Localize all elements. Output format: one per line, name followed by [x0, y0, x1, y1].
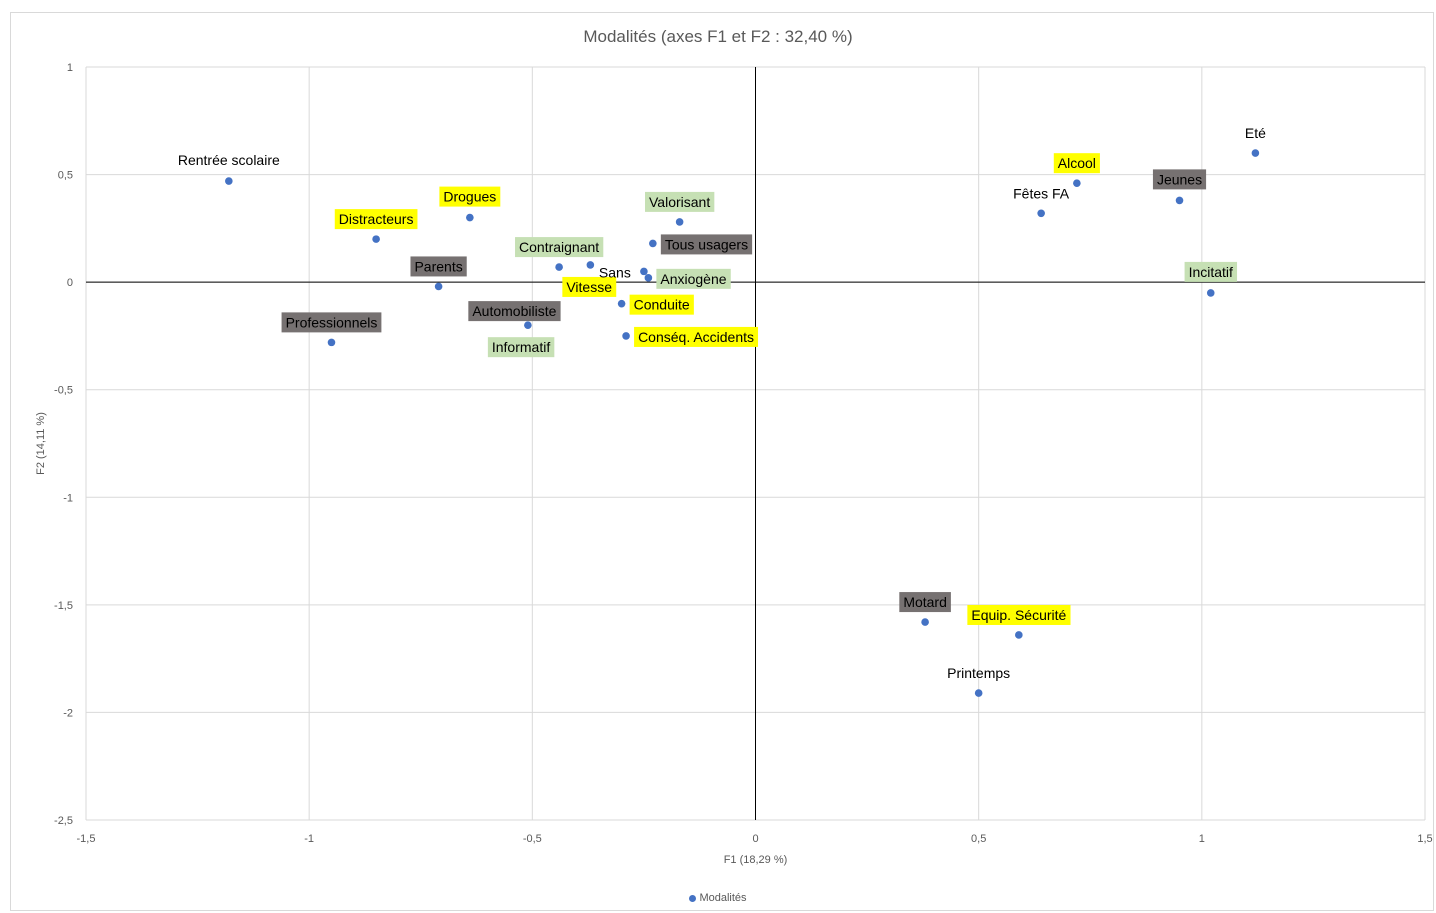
x-tick-label: 1,5	[1417, 833, 1432, 845]
data-label-background	[656, 268, 731, 289]
y-tick-label: -1,5	[54, 600, 73, 612]
data-label: Informatif	[492, 339, 550, 355]
data-label-background	[562, 276, 617, 297]
data-label: Automobiliste	[472, 303, 556, 319]
data-label: Tous usagers	[665, 236, 748, 252]
data-label-background	[515, 237, 604, 258]
data-point	[622, 332, 630, 340]
y-tick-label: -1	[63, 492, 73, 504]
y-tick-label: -2,5	[54, 815, 73, 827]
y-tick-label: -0,5	[54, 385, 73, 397]
y-tick-label: -2	[63, 707, 73, 719]
data-label: Motard	[903, 594, 947, 610]
data-label: Vitesse	[566, 279, 612, 295]
data-point	[675, 218, 684, 226]
data-point	[434, 282, 443, 291]
data-label: Drogues	[443, 189, 496, 205]
data-label: Conséq. Accidents	[638, 329, 754, 345]
data-label-background	[1152, 169, 1207, 190]
data-label: Distracteurs	[339, 211, 414, 227]
data-label: Eté	[1245, 125, 1266, 141]
data-label-background	[1184, 261, 1238, 282]
data-label: Fêtes FA	[1013, 185, 1070, 201]
data-label-background	[660, 234, 753, 255]
x-tick-label: -0,5	[523, 833, 542, 845]
data-label: Parents	[414, 258, 462, 274]
data-label-background	[634, 326, 759, 347]
data-point	[225, 177, 233, 185]
data-label: Contraignant	[519, 239, 599, 255]
data-label-background	[281, 312, 382, 333]
data-label-background	[899, 592, 951, 613]
data-label-background	[439, 186, 501, 207]
legend: Modalités	[0, 892, 1436, 904]
data-label-background	[967, 604, 1071, 625]
data-label-background	[645, 191, 715, 212]
data-point	[555, 263, 563, 271]
data-point	[1015, 631, 1023, 639]
data-label: Rentrée scolaire	[178, 152, 280, 168]
data-point	[1175, 196, 1184, 205]
legend-marker-icon	[689, 894, 697, 902]
data-label-background	[410, 256, 467, 277]
data-label: Sans	[599, 264, 631, 280]
x-axis-label: F1 (18,29 %)	[724, 854, 788, 866]
data-label-background	[629, 294, 694, 315]
y-tick-label: 0	[67, 277, 73, 289]
y-tick-label: 0,5	[58, 170, 73, 182]
data-point	[644, 274, 653, 282]
data-point	[586, 261, 595, 269]
data-label: Printemps	[947, 665, 1010, 681]
chart-title: Modalités (axes F1 et F2 : 32,40 %)	[583, 27, 853, 46]
data-point	[327, 338, 336, 347]
data-label: Alcool	[1058, 155, 1096, 171]
data-label: Jeunes	[1157, 171, 1202, 187]
data-label-background	[468, 301, 561, 322]
y-tick-label: 1	[67, 62, 73, 74]
data-point	[617, 299, 626, 308]
x-tick-label: -1	[304, 833, 314, 845]
x-tick-label: -1,5	[77, 833, 96, 845]
data-label-background	[334, 209, 418, 230]
data-point	[466, 213, 474, 222]
x-tick-label: 1	[1199, 833, 1205, 845]
data-point	[1073, 179, 1081, 187]
data-label: Equip. Sécurité	[971, 607, 1066, 623]
data-point	[372, 235, 380, 243]
x-tick-label: 0	[752, 833, 758, 845]
data-point	[921, 618, 929, 626]
data-point	[1251, 149, 1260, 157]
chart-area	[10, 12, 1434, 911]
data-label-background	[1053, 153, 1100, 174]
data-label: Anxiogène	[660, 271, 726, 287]
data-point	[1206, 289, 1215, 297]
x-tick-label: 0,5	[971, 833, 986, 845]
data-point	[649, 239, 657, 248]
data-point	[974, 689, 983, 697]
legend-entry: Modalités	[699, 892, 747, 904]
data-point	[524, 321, 532, 329]
data-label: Valorisant	[649, 194, 710, 210]
data-point	[1037, 209, 1045, 218]
data-label: Conduite	[634, 297, 690, 313]
data-label-background	[487, 337, 555, 358]
data-label: Incitatif	[1189, 264, 1233, 280]
data-point	[640, 267, 648, 276]
data-label: Professionnels	[286, 314, 378, 330]
y-axis-label: F2 (14,11 %)	[35, 412, 47, 475]
